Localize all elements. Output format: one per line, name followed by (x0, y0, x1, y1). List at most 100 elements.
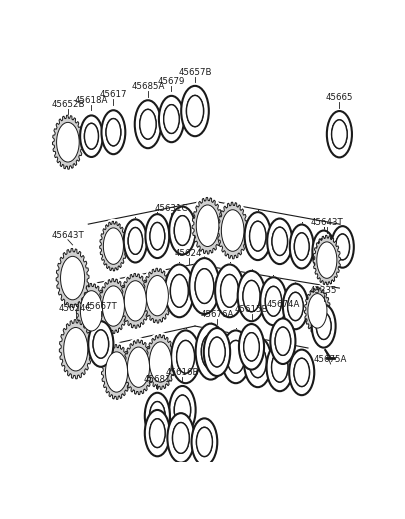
Ellipse shape (266, 343, 293, 391)
Ellipse shape (55, 245, 91, 311)
Ellipse shape (272, 352, 288, 382)
Ellipse shape (266, 342, 294, 392)
Ellipse shape (164, 105, 179, 133)
Ellipse shape (335, 234, 350, 260)
Ellipse shape (87, 320, 114, 368)
Ellipse shape (282, 282, 309, 331)
Ellipse shape (128, 227, 143, 254)
Polygon shape (77, 283, 107, 338)
Ellipse shape (196, 427, 212, 457)
Ellipse shape (75, 281, 108, 341)
Text: 43235: 43235 (310, 286, 337, 295)
Ellipse shape (192, 264, 217, 309)
Ellipse shape (141, 265, 174, 326)
Ellipse shape (289, 350, 314, 395)
Ellipse shape (195, 322, 226, 381)
Ellipse shape (181, 85, 209, 138)
Text: 45657B: 45657B (178, 68, 212, 77)
Ellipse shape (240, 276, 263, 317)
Ellipse shape (275, 327, 291, 356)
Ellipse shape (134, 99, 162, 149)
Ellipse shape (169, 207, 196, 254)
Ellipse shape (149, 402, 165, 430)
Ellipse shape (244, 211, 272, 261)
Text: 45616B: 45616B (166, 368, 199, 377)
Ellipse shape (177, 340, 194, 373)
Ellipse shape (171, 329, 201, 385)
Ellipse shape (60, 256, 85, 300)
Ellipse shape (177, 340, 194, 373)
Ellipse shape (173, 422, 189, 453)
Ellipse shape (108, 357, 125, 387)
Ellipse shape (327, 111, 352, 157)
Ellipse shape (174, 216, 191, 245)
Ellipse shape (146, 276, 168, 316)
Ellipse shape (326, 110, 353, 158)
Polygon shape (100, 221, 127, 271)
Ellipse shape (243, 280, 260, 312)
Ellipse shape (58, 317, 94, 382)
Ellipse shape (209, 337, 225, 367)
Ellipse shape (310, 298, 324, 324)
Ellipse shape (128, 347, 149, 387)
Text: 45624: 45624 (175, 249, 202, 258)
Ellipse shape (145, 410, 170, 456)
Text: 45674A: 45674A (266, 300, 300, 309)
Ellipse shape (106, 118, 121, 146)
Ellipse shape (145, 393, 170, 439)
Ellipse shape (168, 385, 196, 435)
Ellipse shape (201, 334, 220, 369)
Ellipse shape (144, 332, 177, 392)
Ellipse shape (101, 109, 126, 155)
Ellipse shape (290, 225, 313, 268)
Ellipse shape (243, 336, 272, 388)
Ellipse shape (317, 238, 331, 264)
Ellipse shape (97, 276, 130, 336)
Text: 45615B: 45615B (235, 305, 268, 314)
Ellipse shape (198, 329, 223, 374)
Ellipse shape (130, 352, 147, 383)
Text: 45685A: 45685A (131, 83, 164, 91)
Ellipse shape (272, 227, 288, 255)
Ellipse shape (145, 214, 169, 258)
Ellipse shape (150, 223, 165, 250)
Ellipse shape (80, 115, 103, 157)
Ellipse shape (216, 199, 249, 262)
Ellipse shape (145, 213, 170, 259)
Ellipse shape (149, 419, 165, 447)
Ellipse shape (168, 206, 196, 256)
Ellipse shape (239, 324, 264, 370)
Ellipse shape (181, 86, 209, 136)
Ellipse shape (149, 342, 172, 382)
Ellipse shape (332, 120, 347, 148)
Ellipse shape (249, 346, 266, 378)
Ellipse shape (311, 304, 336, 349)
Ellipse shape (123, 218, 147, 264)
Ellipse shape (172, 390, 193, 429)
Ellipse shape (174, 216, 191, 245)
Ellipse shape (171, 275, 188, 307)
Ellipse shape (174, 395, 191, 425)
Ellipse shape (249, 221, 266, 251)
Ellipse shape (152, 347, 169, 377)
Polygon shape (192, 197, 223, 254)
Ellipse shape (149, 402, 165, 430)
Ellipse shape (329, 115, 350, 153)
Ellipse shape (263, 282, 284, 321)
Ellipse shape (191, 417, 218, 467)
Text: 45631C: 45631C (155, 204, 188, 213)
Ellipse shape (224, 335, 247, 378)
Ellipse shape (67, 333, 85, 365)
Ellipse shape (148, 218, 167, 254)
Ellipse shape (190, 258, 220, 314)
Ellipse shape (270, 317, 296, 365)
Polygon shape (313, 235, 341, 285)
Ellipse shape (206, 333, 228, 372)
Ellipse shape (288, 348, 315, 397)
Ellipse shape (184, 91, 206, 131)
Ellipse shape (171, 331, 200, 383)
Ellipse shape (267, 218, 292, 264)
Ellipse shape (271, 319, 295, 364)
Text: 45675A: 45675A (314, 355, 347, 364)
Ellipse shape (80, 291, 102, 331)
